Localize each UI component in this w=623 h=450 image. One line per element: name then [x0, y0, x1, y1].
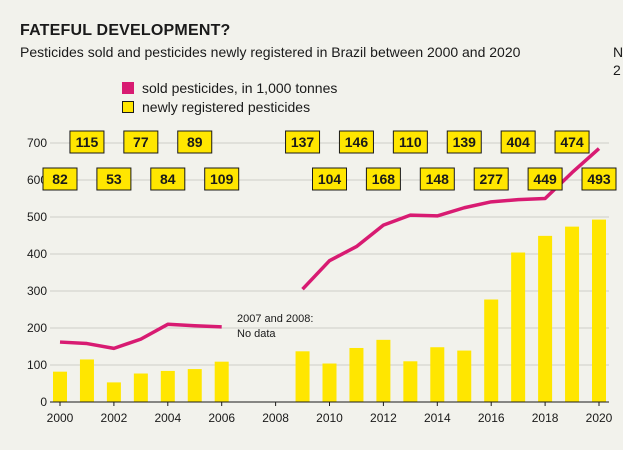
value-label-2013: 110: [399, 134, 422, 150]
x-tick-label: 2000: [47, 411, 74, 425]
value-label-box-2011: [338, 130, 374, 154]
x-tick-label: 2012: [370, 411, 397, 425]
chart-title: FATEFUL DEVELOPMENT?: [20, 22, 231, 39]
bar-registered-2005: [187, 369, 202, 402]
annotation-no-data: No data: [237, 328, 276, 340]
legend-item-sold: sold pesticides, in 1,000 tonnes: [122, 80, 337, 96]
value-label-box-2017: [500, 130, 536, 154]
value-label-box-2003: [123, 130, 159, 154]
legend-label-sold: sold pesticides, in 1,000 tonnes: [142, 80, 338, 96]
bar-registered-2018: [538, 235, 553, 402]
bar-registered-2017: [511, 252, 526, 402]
x-tick-label: 2018: [532, 411, 559, 425]
x-tick-label: 2008: [262, 411, 289, 425]
bar-registered-2014: [430, 347, 445, 402]
bar-registered-2000: [53, 371, 67, 402]
value-label-box-2009: [285, 130, 321, 154]
value-label-2016: 277: [480, 171, 504, 187]
truncated-text: 2: [613, 62, 621, 78]
bar-registered-2010: [322, 363, 337, 402]
bar-registered-2019: [565, 226, 580, 402]
legend-swatch-registered: [122, 101, 134, 113]
bar-registered-2020: [592, 219, 606, 402]
legend-swatch-sold: [122, 82, 134, 94]
y-tick-label: 300: [27, 284, 47, 298]
y-tick-label: 500: [27, 210, 47, 224]
value-label-2005: 89: [187, 134, 203, 150]
value-label-2006: 109: [210, 171, 234, 187]
value-label-box-2004: [150, 167, 186, 191]
sold-line-segment-2: [301, 147, 601, 291]
bar-registered-2009: [295, 351, 310, 402]
value-label-box-2005: [177, 130, 213, 154]
value-label-box-2000: [42, 167, 78, 191]
bar-registered-2016: [484, 299, 499, 402]
value-label-2012: 168: [372, 171, 396, 187]
value-label-2002: 53: [106, 171, 122, 187]
value-label-box-2013: [392, 130, 428, 154]
bar-registered-2002: [106, 382, 121, 402]
value-label-box-2020: [581, 167, 617, 191]
x-tick-label: 2006: [208, 411, 235, 425]
x-tick-label: 2014: [424, 411, 451, 425]
value-label-2004: 84: [160, 171, 176, 187]
value-label-2020: 493: [587, 171, 611, 187]
bar-registered-2015: [457, 350, 472, 402]
x-tick-label: 2004: [154, 411, 181, 425]
y-tick-label: 600: [27, 173, 47, 187]
bar-registered-2013: [403, 361, 418, 402]
bar-registered-2003: [133, 373, 148, 402]
bar-registered-2004: [160, 370, 175, 402]
value-label-box-2015: [446, 130, 482, 154]
value-label-box-2012: [365, 167, 401, 191]
value-label-2009: 137: [291, 134, 315, 150]
value-label-2010: 104: [318, 171, 342, 187]
value-label-2000: 82: [52, 171, 68, 187]
value-label-box-2001: [69, 130, 105, 154]
x-tick-label: 2002: [101, 411, 128, 425]
value-label-2015: 139: [453, 134, 477, 150]
y-tick-label: 100: [27, 358, 47, 372]
value-label-2003: 77: [133, 134, 149, 150]
y-tick-label: 400: [27, 247, 47, 261]
value-label-2017: 404: [506, 134, 530, 150]
value-label-box-2018: [527, 167, 563, 191]
bar-registered-2012: [376, 339, 391, 402]
x-tick-label: 2020: [586, 411, 613, 425]
bar-registered-2006: [214, 361, 229, 402]
value-label-box-2014: [419, 167, 455, 191]
value-label-box-2019: [554, 130, 590, 154]
y-tick-label: 200: [27, 321, 47, 335]
value-label-box-2016: [473, 167, 509, 191]
legend-item-registered: newly registered pesticides: [122, 99, 310, 115]
bar-registered-2001: [79, 359, 94, 402]
y-tick-label: 700: [27, 136, 47, 150]
truncated-text: N: [613, 44, 623, 60]
bar-registered-2011: [349, 347, 364, 402]
chart-subtitle: Pesticides sold and pesticides newly reg…: [20, 44, 521, 60]
annotation-no-data: 2007 and 2008:: [237, 313, 313, 325]
value-label-2019: 474: [560, 134, 584, 150]
value-label-2011: 146: [345, 134, 369, 150]
legend-label-registered: newly registered pesticides: [142, 99, 311, 115]
value-label-2018: 449: [533, 171, 557, 187]
x-tick-label: 2010: [316, 411, 343, 425]
y-tick-label: 0: [40, 395, 47, 409]
x-tick-label: 2016: [478, 411, 505, 425]
value-label-box-2010: [312, 167, 347, 191]
value-label-2014: 148: [426, 171, 450, 187]
sold-line-segment-1: [59, 322, 222, 351]
value-label-box-2006: [204, 167, 240, 191]
value-label-box-2002: [96, 167, 132, 191]
value-label-2001: 115: [76, 134, 99, 150]
